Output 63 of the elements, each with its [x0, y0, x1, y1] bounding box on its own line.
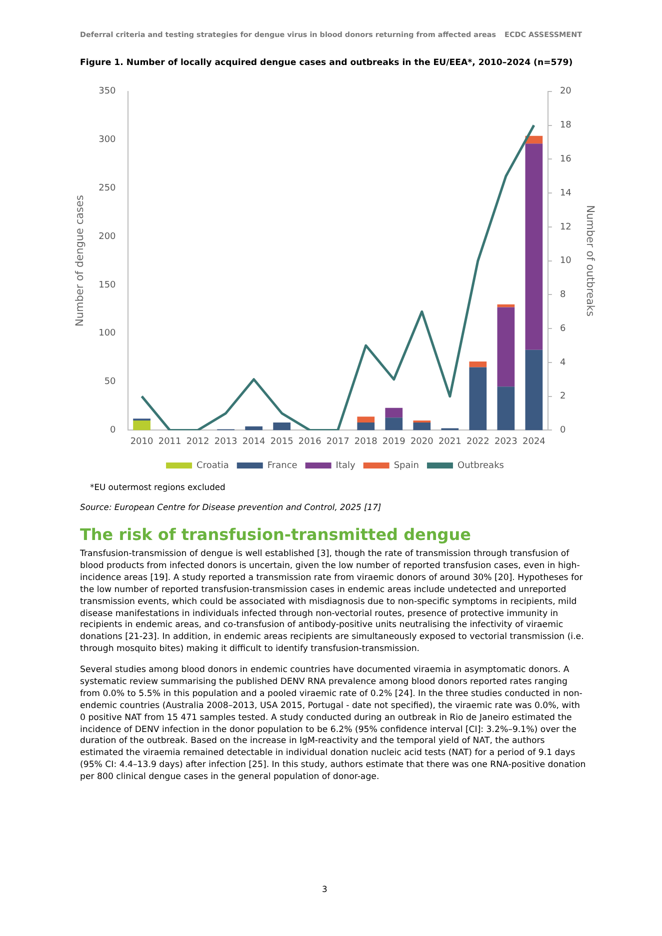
bar [385, 408, 403, 418]
x-tick-label: 2018 [354, 436, 378, 447]
y-axis-title: Number of dengue cases [74, 195, 86, 327]
x-tick-label: 2024 [522, 436, 546, 447]
x-tick-label: 2010 [130, 436, 154, 447]
y-tick-label: 0 [110, 426, 116, 436]
legend-label: Croatia [196, 460, 229, 471]
y2-axis-title: Number of outbreaks [584, 205, 596, 316]
bar [525, 350, 543, 430]
y2-tick-label: 2 [560, 392, 566, 402]
x-tick-label: 2014 [242, 436, 266, 447]
y-tick-label: 350 [98, 86, 116, 97]
legend-label: Outbreaks [457, 460, 504, 471]
y2-tick-label: 0 [560, 426, 566, 436]
y-tick-label: 100 [98, 328, 116, 339]
legend-label: Italy [336, 460, 356, 471]
text: 3 [322, 884, 328, 894]
legend-label: France [267, 460, 298, 471]
y-tick-label: 250 [98, 184, 116, 194]
x-tick-label: 2023 [494, 436, 518, 447]
text: *EU outermost regions excluded [90, 482, 226, 492]
y2-tick-label: 16 [560, 154, 572, 165]
bar [357, 422, 375, 430]
bar [525, 144, 543, 350]
y2-tick-label: 12 [560, 222, 572, 232]
x-tick-label: 2016 [298, 436, 322, 447]
x-tick-label: 2017 [326, 436, 350, 447]
text: The risk of transfusion-transmitted dengue [80, 525, 471, 544]
x-tick-label: 2022 [466, 436, 490, 447]
bar [385, 418, 403, 430]
y2-tick-label: 6 [560, 324, 566, 334]
bar [273, 422, 291, 430]
x-tick-label: 2021 [438, 436, 462, 447]
source-note: Source: European Centre for Disease prevention and Control, 2025 [17] [80, 502, 382, 512]
y2-tick-label: 8 [560, 290, 566, 300]
y-tick-label: 150 [98, 280, 116, 290]
bar [497, 307, 515, 387]
x-tick-label: 2012 [186, 436, 210, 447]
bar [469, 367, 487, 430]
bar [133, 420, 150, 430]
text: Several studies among blood donors in endemic countries have documented viraemia in asymptomatic donors. A systematic review summarising the published DENV RNA prevalence among blood donors reported rates ranging from 0.0% to 5.5% in this population and a pooled viraemic rate of 0.2% [24]. In the three studies conducted in non-endemic countries (Australia 2008–2013, USA 2015, Portugal - date not specified), the viraemic rate was 0.0%, with 0 positive NAT from 15 471 samples tested. A study conducted during an outbreak in Rio de Janeiro estimated the incidence of DENV infection in the donor population to be 6.2% (95% confidence interval [CI]: 3.2%–9.1%) over the duration of the outbreak. Based on the increase in IgM-reactivity and the temporal yield of NAT, the authors estimated the viraemia remained detectable in individual donation nucleic acid tests (NAT) for a period of 9.1 days (95% CI: 4.4–13.9 days) after infection [25]. In this study, authors estimate that there was one RNA-positive donation per 800 clinical dengue cases in the general population of donor-age. [80, 665, 586, 782]
legend-label: Spain [394, 460, 419, 471]
y-tick-label: 300 [98, 135, 116, 146]
x-tick-label: 2013 [214, 436, 238, 447]
y-tick-label: 50 [104, 377, 116, 388]
x-tick-label: 2015 [270, 436, 294, 447]
chart-title: Figure 1. Number of locally acquired dengue cases and outbreaks in the EU/EEA*, 2010–2024 (n=579) [80, 58, 574, 68]
y2-tick-label: 18 [560, 120, 572, 131]
text: Transfusion-transmission of dengue is well established [3], though the rate of transmission through transfusion of blood products from infected donors is uncertain, given the low number of reported transfusion cases, even in high-incidence areas [19]. A study reported a transmission rate from viraemic donors of around 30% [20]. Hypotheses for the low number of reported transfusion-transmission cases in endemic areas include undetected and unreported transmission events, which could be associated with misdiagnosis due to non-specific symptoms in recipients, mild disease manifestations in individuals infected through non-vectorial routes, presence of protective immunity in recipients in endemic areas, and co-transfusion of antibody-positive units neutralising the infectivity of viraemic donations [21-23]. In addition, in endemic areas recipients are simultaneously exposed to vectorial transmission (i.e. through mosquito bites) making it difficult to identify transfusion-transmission. [80, 549, 584, 654]
bar [413, 422, 431, 430]
bar [245, 426, 263, 430]
x-tick-label: 2019 [382, 436, 406, 447]
y2-tick-label: 20 [560, 86, 572, 97]
bar [497, 304, 515, 308]
y2-tick-label: 10 [560, 256, 572, 266]
bar [497, 386, 515, 430]
y-tick-label: 200 [98, 232, 116, 242]
bar [357, 416, 375, 422]
y2-tick-label: 14 [560, 188, 572, 198]
x-tick-label: 2011 [158, 436, 182, 447]
x-tick-label: 2020 [410, 436, 434, 447]
y2-tick-label: 4 [560, 358, 566, 368]
bar [469, 361, 487, 368]
